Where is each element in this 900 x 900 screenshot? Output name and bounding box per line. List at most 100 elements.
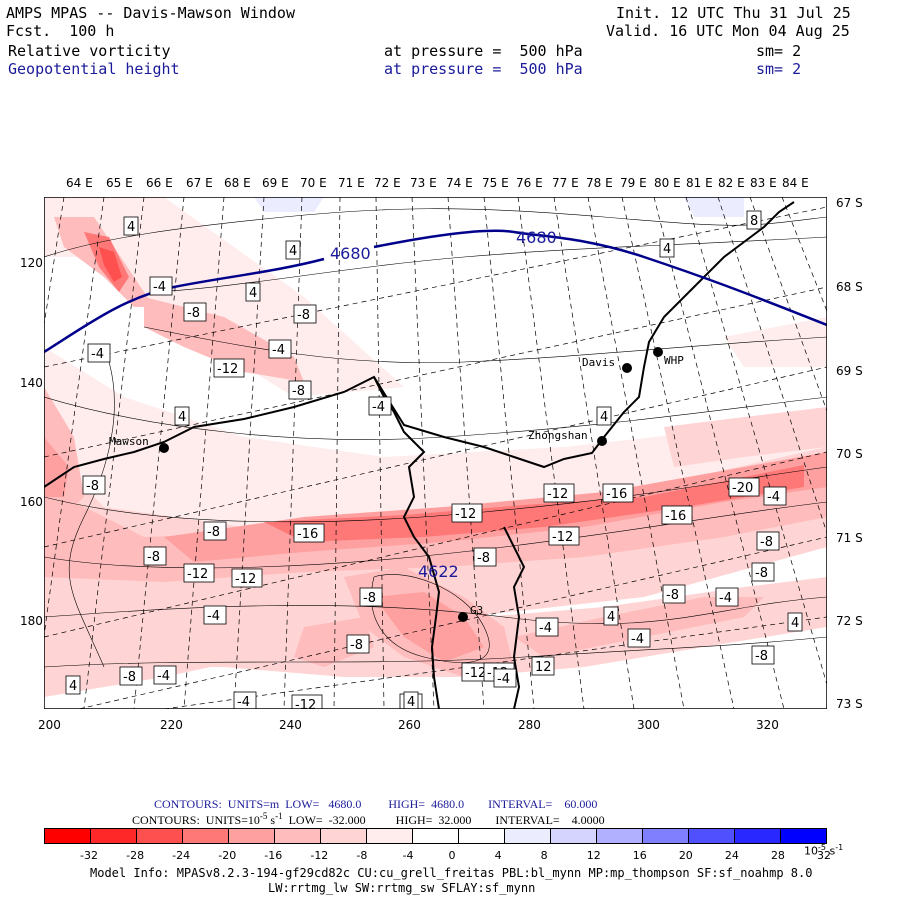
colorbar-tick-label: -28 bbox=[126, 849, 145, 862]
vorticity-label: -4 bbox=[153, 665, 177, 685]
y-tick-label: 120 bbox=[20, 256, 43, 270]
vorticity-label: -8 bbox=[293, 304, 317, 324]
lat-label: 71 S bbox=[836, 531, 863, 545]
colorbar-swatch bbox=[643, 829, 689, 843]
colorbar-swatch bbox=[597, 829, 643, 843]
svg-text:-8: -8 bbox=[207, 525, 220, 540]
svg-text:-12: -12 bbox=[217, 362, 238, 377]
svg-text:-8: -8 bbox=[760, 535, 773, 550]
vorticity-label: -8 bbox=[662, 584, 686, 604]
lon-label: 77 E bbox=[552, 176, 579, 190]
vorticity-label: -8 bbox=[751, 645, 775, 665]
vorticity-label: 4 bbox=[603, 606, 619, 626]
x-tick-label: 300 bbox=[637, 718, 660, 732]
colorbar-swatch bbox=[183, 829, 229, 843]
height-label: 4622 bbox=[418, 562, 459, 581]
colorbar-tick-label: 0 bbox=[448, 849, 456, 862]
svg-text:4: 4 bbox=[178, 410, 186, 425]
vorticity-label: 4 bbox=[65, 675, 81, 695]
vorticity-label: 4 bbox=[659, 238, 675, 258]
vorticity-label: -4 bbox=[763, 486, 787, 506]
vorticity-label: -8 bbox=[751, 562, 775, 582]
model-info-line2: LW:rrtmg_lw SW:rrtmg_sw SFLAY:sf_mynn bbox=[268, 881, 536, 895]
shading-layer bbox=[44, 197, 827, 697]
vorticity-label: 4 bbox=[403, 691, 419, 709]
svg-text:-16: -16 bbox=[665, 509, 686, 524]
vorticity-label: -4 bbox=[368, 396, 392, 416]
colorbar-tick-label: 28 bbox=[770, 849, 785, 862]
lon-label: 66 E bbox=[146, 176, 173, 190]
vorticity-label: -8 bbox=[346, 634, 370, 654]
svg-text:-8: -8 bbox=[292, 384, 305, 399]
svg-text:-4: -4 bbox=[631, 632, 644, 647]
colorbar-tick-label: 32 bbox=[817, 849, 831, 862]
station-marker bbox=[597, 436, 607, 446]
colorbar-tick-label: 16 bbox=[632, 849, 647, 862]
vorticity-label: -8 bbox=[203, 521, 227, 541]
forecast-hour: Fcst. 100 h bbox=[6, 22, 115, 40]
station-marker bbox=[653, 347, 663, 357]
colorbar-tick-label: -24 bbox=[172, 849, 191, 862]
vorticity-label: -12 bbox=[183, 563, 215, 583]
colorbar-tick-label: -20 bbox=[218, 849, 237, 862]
lon-label: 73 E bbox=[410, 176, 437, 190]
svg-text:-4: -4 bbox=[153, 280, 166, 295]
lat-label: 70 S bbox=[836, 447, 863, 461]
lon-label: 69 E bbox=[262, 176, 289, 190]
vorticity-label: -8 bbox=[359, 587, 383, 607]
y-tick-label: 160 bbox=[20, 495, 43, 509]
vorticity-label: -8 bbox=[119, 666, 143, 686]
colorbar-tick-label: -12 bbox=[310, 849, 329, 862]
x-tick-label: 200 bbox=[38, 718, 61, 732]
vorticity-label: -4 bbox=[233, 691, 257, 709]
colorbar-swatch bbox=[505, 829, 551, 843]
colorbar-tick-label: -16 bbox=[264, 849, 283, 862]
svg-text:-12: -12 bbox=[465, 666, 486, 681]
colorbar-swatch bbox=[45, 829, 91, 843]
height-label: 4680 bbox=[516, 228, 557, 247]
colorbar bbox=[44, 828, 827, 844]
lon-label: 83 E bbox=[750, 176, 777, 190]
vorticity-label: -12 bbox=[231, 568, 263, 588]
vorticity-label: -16 bbox=[293, 523, 325, 543]
colorbar-units: 10-5 s-1 bbox=[804, 843, 844, 858]
vorticity-contour-info: CONTOURS: UNITS=10-5 s-1 LOW= -32.000 HI… bbox=[132, 811, 605, 827]
svg-text:12: 12 bbox=[535, 660, 552, 675]
colorbar-tick-label: -32 bbox=[80, 849, 99, 862]
svg-text:8: 8 bbox=[750, 214, 758, 229]
vorticity-label: -4 bbox=[493, 668, 517, 688]
vorticity-label: -16 bbox=[661, 505, 693, 525]
lon-label: 80 E bbox=[654, 176, 681, 190]
svg-text:4: 4 bbox=[600, 410, 608, 425]
svg-text:4: 4 bbox=[663, 242, 671, 257]
height-label: 4680 bbox=[330, 244, 371, 263]
svg-text:-8: -8 bbox=[147, 550, 160, 565]
lon-label: 70 E bbox=[300, 176, 327, 190]
x-tick-label: 240 bbox=[279, 718, 302, 732]
vorticity-label: -12 bbox=[451, 503, 483, 523]
svg-text:-8: -8 bbox=[755, 649, 768, 664]
station-label: WHP bbox=[664, 354, 684, 367]
svg-text:4: 4 bbox=[791, 616, 799, 631]
colorbar-swatch bbox=[735, 829, 781, 843]
svg-text:-8: -8 bbox=[350, 638, 363, 653]
lon-label: 82 E bbox=[718, 176, 745, 190]
svg-text:-12: -12 bbox=[547, 487, 568, 502]
svg-text:4: 4 bbox=[69, 679, 77, 694]
svg-text:-4: -4 bbox=[272, 343, 285, 358]
svg-text:-8: -8 bbox=[297, 308, 310, 323]
vorticity-contours bbox=[44, 208, 827, 668]
vorticity-label: -4 bbox=[627, 628, 651, 648]
vorticity-label: 12 bbox=[531, 656, 555, 676]
colorbar-swatch bbox=[413, 829, 459, 843]
svg-text:-4: -4 bbox=[539, 621, 552, 636]
lat-label: 68 S bbox=[836, 280, 863, 294]
x-tick-label: 220 bbox=[160, 718, 183, 732]
svg-text:-8: -8 bbox=[755, 566, 768, 581]
svg-text:-12: -12 bbox=[295, 698, 316, 709]
svg-text:-4: -4 bbox=[497, 672, 510, 687]
colorbar-tick-label: 8 bbox=[540, 849, 548, 862]
svg-text:4: 4 bbox=[127, 220, 135, 235]
lon-label: 65 E bbox=[106, 176, 133, 190]
colorbar-swatch bbox=[459, 829, 505, 843]
